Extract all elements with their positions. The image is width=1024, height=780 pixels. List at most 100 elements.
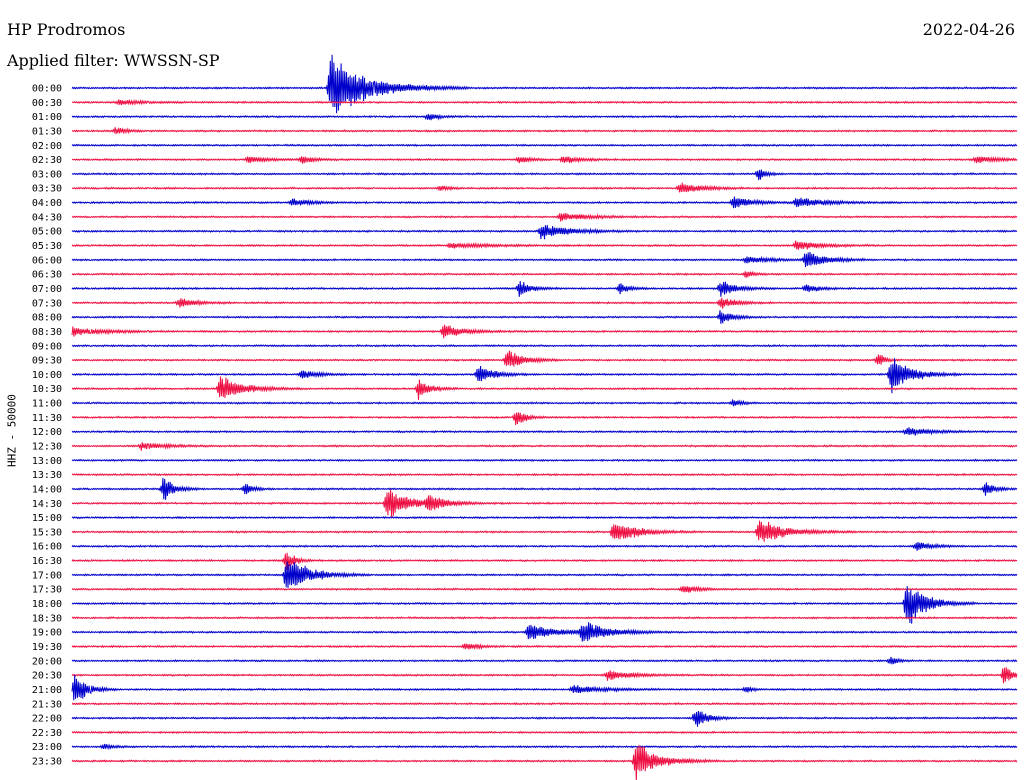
trace-line (71, 477, 1018, 500)
trace-line (71, 343, 1018, 348)
row-time-label: 07:30 (32, 298, 62, 309)
row-time-label: 16:00 (32, 542, 62, 553)
trace-line (71, 350, 1018, 367)
trace-line (71, 561, 1018, 589)
row-time-label: 04:30 (32, 212, 62, 223)
trace-line (71, 358, 1018, 394)
row-time-label: 04:00 (32, 198, 62, 209)
trace-line (71, 622, 1018, 642)
row-time-label: 05:30 (32, 241, 62, 252)
trace-line (71, 155, 1018, 164)
filter-label: Applied filter: WWSSN-SP (7, 51, 220, 70)
trace-line (71, 399, 1018, 407)
trace-line (71, 442, 1018, 451)
trace-group (71, 54, 1018, 780)
row-time-label: 00:30 (32, 98, 62, 109)
trace-line (71, 270, 1018, 278)
trace-line (71, 281, 1018, 297)
row-time-label: 05:00 (32, 227, 62, 238)
trace-line (71, 586, 1018, 624)
trace-line (71, 701, 1018, 706)
trace-line (71, 169, 1018, 181)
row-time-label: 09:00 (32, 341, 62, 352)
trace-line (71, 196, 1018, 209)
row-time-label: 03:00 (32, 169, 62, 180)
trace-line (71, 730, 1018, 735)
row-time-label: 07:00 (32, 284, 62, 295)
row-time-label: 20:30 (32, 671, 62, 682)
trace-line (71, 297, 1018, 309)
trace-line (71, 458, 1018, 463)
trace-line (71, 585, 1018, 593)
trace-line (71, 744, 1018, 780)
trace-line (71, 520, 1018, 542)
row-time-label: 22:00 (32, 714, 62, 725)
trace-line (71, 224, 1018, 240)
tick-label-group: 00:00 00:30 01:00 01:30 02:00 02:30 03:00 03:30… (32, 84, 62, 768)
trace-line (71, 324, 1018, 339)
row-time-label: 21:00 (32, 685, 62, 696)
row-time-label: 12:30 (32, 442, 62, 453)
trace-line (71, 667, 1018, 684)
row-time-label: 19:30 (32, 642, 62, 653)
trace-line (71, 113, 1018, 121)
trace-line (71, 542, 1018, 551)
trace-line (71, 54, 1018, 114)
row-time-label: 23:30 (32, 757, 62, 768)
trace-line (71, 552, 1018, 571)
row-time-label: 11:30 (32, 413, 62, 424)
row-time-label: 16:30 (32, 556, 62, 567)
trace-line (71, 489, 1018, 517)
trace-line (71, 127, 1018, 135)
row-time-label: 06:00 (32, 255, 62, 266)
row-time-label: 06:30 (32, 270, 62, 281)
row-time-label: 23:00 (32, 742, 62, 753)
trace-line (71, 412, 1018, 425)
row-time-label: 11:00 (32, 399, 62, 410)
trace-line (71, 616, 1018, 620)
row-time-label: 02:30 (32, 155, 62, 166)
trace-line (71, 240, 1018, 250)
row-time-label: 15:30 (32, 527, 62, 538)
row-time-label: 21:30 (32, 699, 62, 710)
row-time-label: 13:30 (32, 470, 62, 481)
row-time-label: 02:00 (32, 141, 62, 152)
trace-line (71, 376, 1018, 400)
trace-line (71, 656, 1018, 665)
trace-line (71, 427, 1018, 436)
trace-line (71, 98, 1018, 106)
row-time-label: 01:00 (32, 112, 62, 123)
row-time-label: 22:30 (32, 728, 62, 739)
row-time-label: 10:30 (32, 384, 62, 395)
row-time-label: 12:00 (32, 427, 62, 438)
trace-line (71, 310, 1018, 324)
row-time-label: 00:00 (32, 84, 62, 95)
row-time-label: 13:00 (32, 456, 62, 467)
trace-line (71, 711, 1018, 727)
row-time-label: 14:30 (32, 499, 62, 510)
trace-line (71, 213, 1018, 222)
row-time-label: 10:00 (32, 370, 62, 381)
record-date: 2022-04-26 (922, 20, 1015, 39)
trace-line (71, 143, 1018, 148)
trace-line (71, 642, 1018, 651)
trace-line (71, 515, 1018, 520)
row-time-label: 14:00 (32, 484, 62, 495)
row-time-label: 09:30 (32, 356, 62, 367)
row-time-label: 20:00 (32, 656, 62, 667)
row-time-label: 18:00 (32, 599, 62, 610)
row-time-label: 03:30 (32, 184, 62, 195)
row-time-label: 08:00 (32, 313, 62, 324)
row-time-label: 19:00 (32, 628, 62, 639)
trace-line (71, 743, 1018, 751)
row-time-label: 01:30 (32, 126, 62, 137)
station-name: HP Prodromos (7, 20, 126, 39)
row-time-label: 15:00 (32, 513, 62, 524)
trace-line (71, 674, 1018, 701)
trace-line (71, 251, 1018, 268)
row-time-label: 18:30 (32, 613, 62, 624)
trace-line (71, 182, 1018, 193)
row-time-label: 17:00 (32, 570, 62, 581)
row-time-label: 17:30 (32, 585, 62, 596)
